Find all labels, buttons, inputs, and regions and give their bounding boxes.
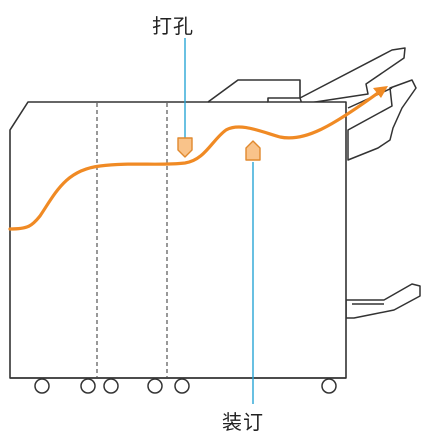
staple-label: 装订 (222, 406, 264, 435)
finisher-body (10, 80, 346, 378)
bottom-output-tray (346, 284, 420, 318)
wheel-icon (148, 379, 162, 393)
wheel-icon (175, 379, 189, 393)
wheel-icon (81, 379, 95, 393)
wheel-icon (322, 379, 336, 393)
wheels (35, 379, 336, 393)
wheel-icon (104, 379, 118, 393)
punch-label: 打孔 (152, 10, 194, 39)
wheel-icon (35, 379, 49, 393)
